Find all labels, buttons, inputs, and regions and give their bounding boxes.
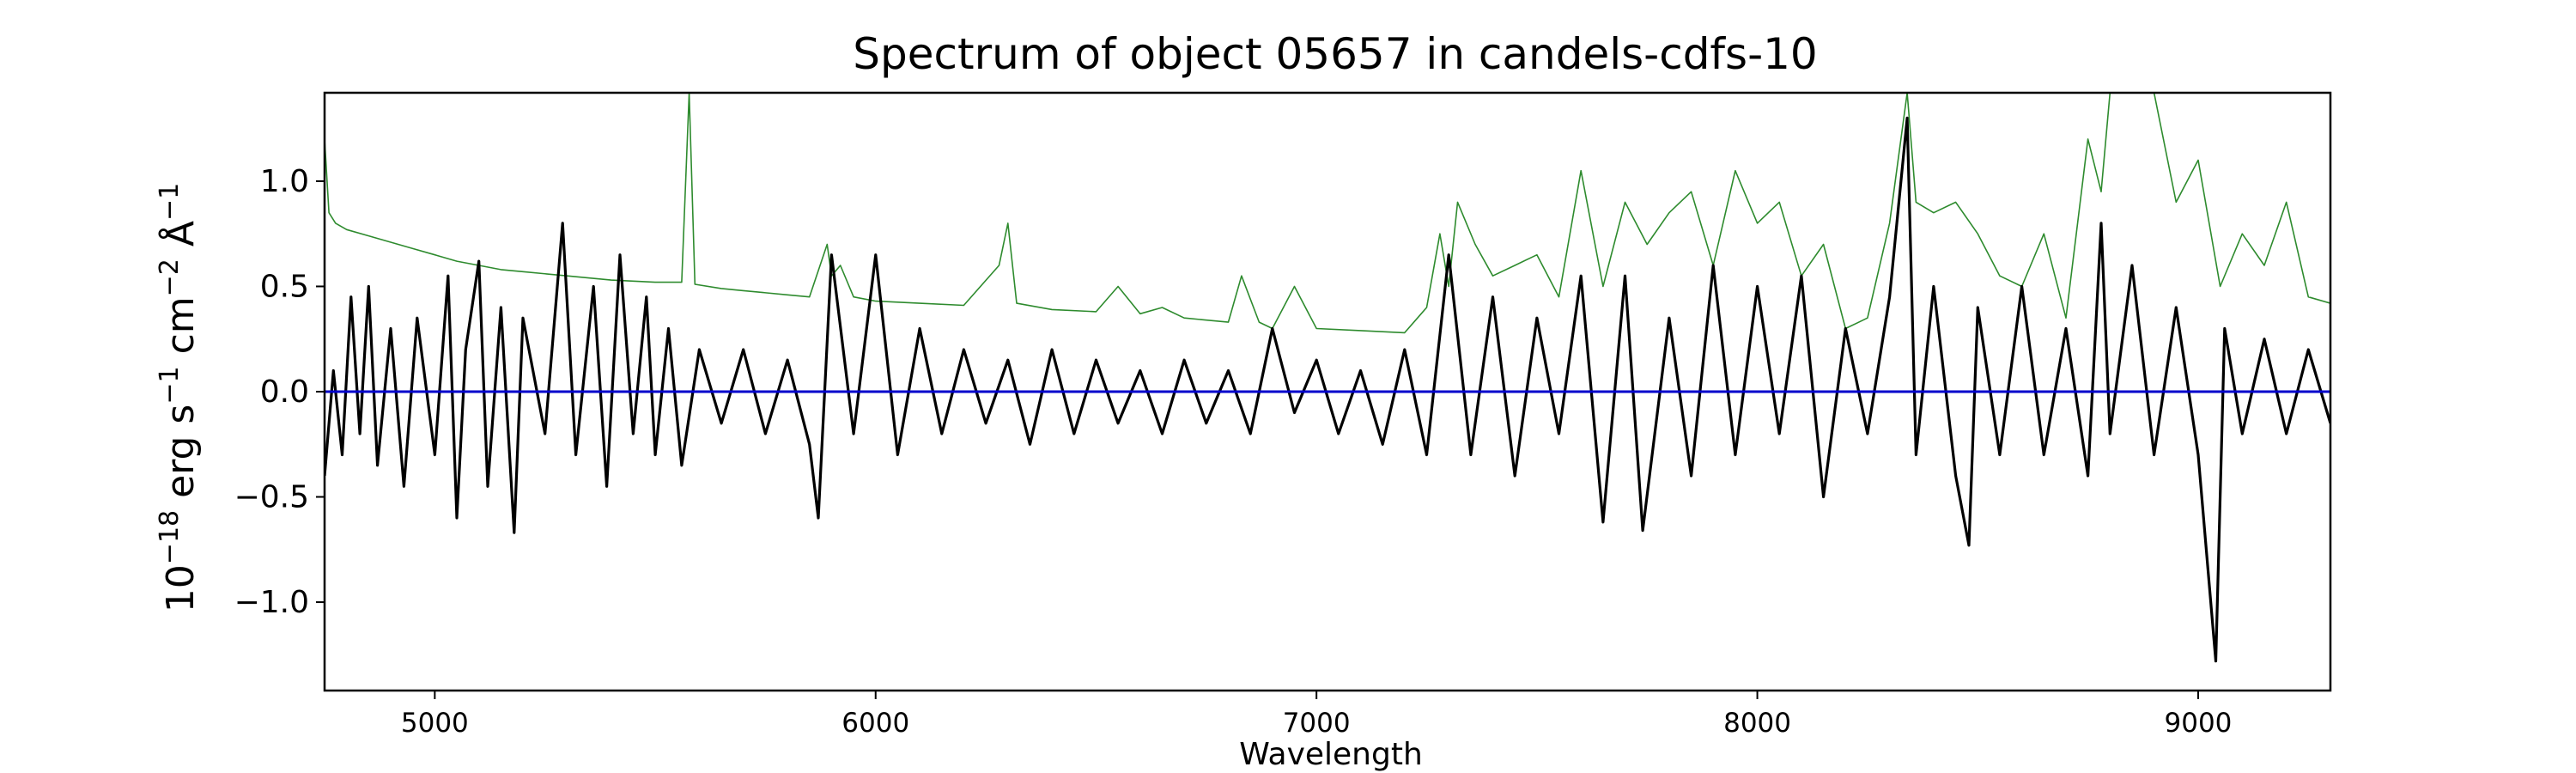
y-axis-label: 10−18 erg s−1 cm−2 Å−1: [155, 183, 203, 612]
ylabel-exp4: −1: [155, 183, 185, 221]
ylabel-unit1: erg s: [159, 405, 203, 510]
y-tick-label: −0.5: [234, 480, 309, 515]
svg-text:10−18 erg s−1 cm−2 Å−1: 10−18 erg s−1 cm−2 Å−1: [155, 183, 203, 612]
chart-title: Spectrum of object 05657 in candels-cdfs…: [853, 29, 1818, 79]
y-tick-label: 1.0: [260, 164, 309, 199]
axis-ticks: 5000 6000 7000 8000 9000 1.0 0.5 0.0 −0.5 −1.0: [234, 164, 2233, 739]
x-tick-label: 9000: [2165, 708, 2233, 739]
plot-frame: [323, 91, 2332, 692]
y-tick-label: −1.0: [234, 585, 309, 620]
y-tick-label: 0.5: [260, 269, 309, 304]
ylabel-exp1: −18: [155, 510, 185, 564]
ylabel-unit2: cm: [159, 296, 203, 366]
series-line-flux: [325, 116, 2330, 663]
series-line-noise: [325, 93, 2330, 334]
ylabel-base: 10: [159, 564, 203, 612]
y-tick-label: 0.0: [260, 374, 309, 410]
x-tick-label: 6000: [841, 708, 909, 739]
plot-series-layer: [325, 93, 2330, 663]
x-tick-label: 8000: [1723, 708, 1791, 739]
x-tick-label: 5000: [401, 708, 469, 739]
x-tick-label: 7000: [1283, 708, 1351, 739]
ylabel-unit3: Å: [157, 221, 203, 259]
x-axis-label: Wavelength: [1239, 737, 1423, 772]
ylabel-exp3: −2: [155, 259, 185, 296]
ylabel-exp2: −1: [155, 366, 185, 404]
